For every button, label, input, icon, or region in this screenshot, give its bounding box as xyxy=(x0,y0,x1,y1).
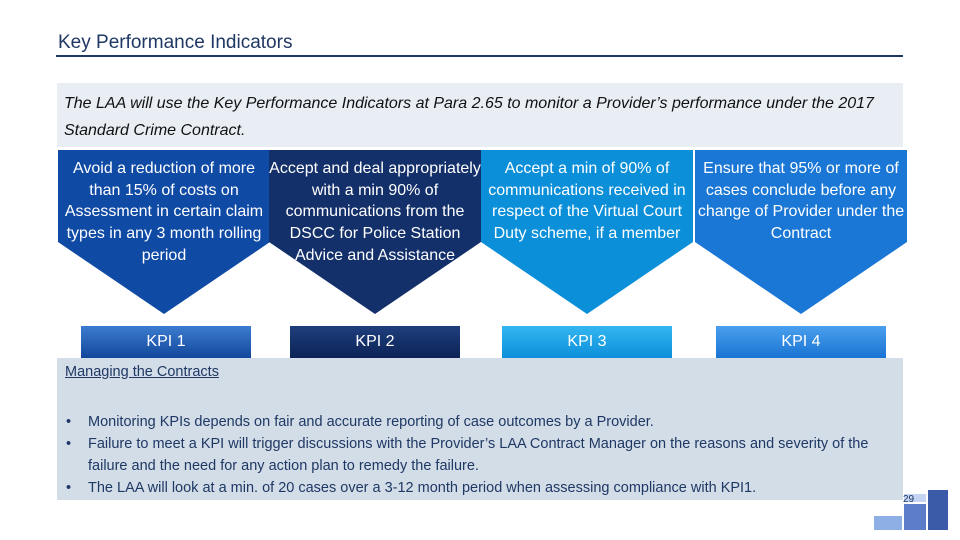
slide-title: Key Performance Indicators xyxy=(58,32,293,53)
kpi-2-label: KPI 2 xyxy=(290,326,460,358)
kpi-2-chevron: Accept and deal appropriately with a min… xyxy=(269,150,481,316)
kpi-3-label: KPI 3 xyxy=(502,326,672,358)
bullet-text: Monitoring KPIs depends on fair and accu… xyxy=(88,414,654,430)
kpi-1-chevron: Avoid a reduction of more than 15% of co… xyxy=(58,150,270,316)
intro-panel xyxy=(57,83,903,147)
kpi-4-chevron: Ensure that 95% or more of cases conclud… xyxy=(695,150,907,316)
title-underline xyxy=(56,55,903,57)
bullet-text: The LAA will look at a min. of 20 cases … xyxy=(88,480,757,496)
corner-decoration-icon xyxy=(874,490,948,530)
kpi-1-chevron-shape xyxy=(58,150,270,314)
kpi-3-chevron: Accept a min of 90% of communications re… xyxy=(481,150,693,316)
kpi-3-chevron-shape xyxy=(481,150,693,314)
managing-heading: Managing the Contracts xyxy=(65,364,219,380)
bullet-icon: • xyxy=(66,480,72,496)
kpi-3-description: Accept a min of 90% of communications re… xyxy=(488,160,686,243)
list-item: • Monitoring KPIs depends on fair and ac… xyxy=(64,411,902,433)
managing-bullet-list: • Monitoring KPIs depends on fair and ac… xyxy=(64,411,902,499)
bullet-text: Failure to meet a KPI will trigger discu… xyxy=(88,436,869,474)
list-item: • The LAA will look at a min. of 20 case… xyxy=(64,477,902,499)
kpi-4-description: Ensure that 95% or more of cases conclud… xyxy=(697,160,905,243)
managing-panel xyxy=(57,358,903,500)
kpi-2-chevron-shape xyxy=(269,150,481,314)
kpi-4-label: KPI 4 xyxy=(716,326,886,358)
kpi-1-description: Avoid a reduction of more than 15% of co… xyxy=(64,160,264,264)
intro-text: The LAA will use the Key Performance Ind… xyxy=(64,95,874,139)
kpi-2-description: Accept and deal appropriately with a min… xyxy=(269,160,481,264)
list-item: • Failure to meet a KPI will trigger dis… xyxy=(64,433,902,477)
bullet-icon: • xyxy=(66,414,72,430)
page-number: 29 xyxy=(903,494,915,505)
kpi-4-chevron-shape xyxy=(695,150,907,314)
kpi-1-label: KPI 1 xyxy=(81,326,251,358)
bullet-icon: • xyxy=(66,436,72,452)
